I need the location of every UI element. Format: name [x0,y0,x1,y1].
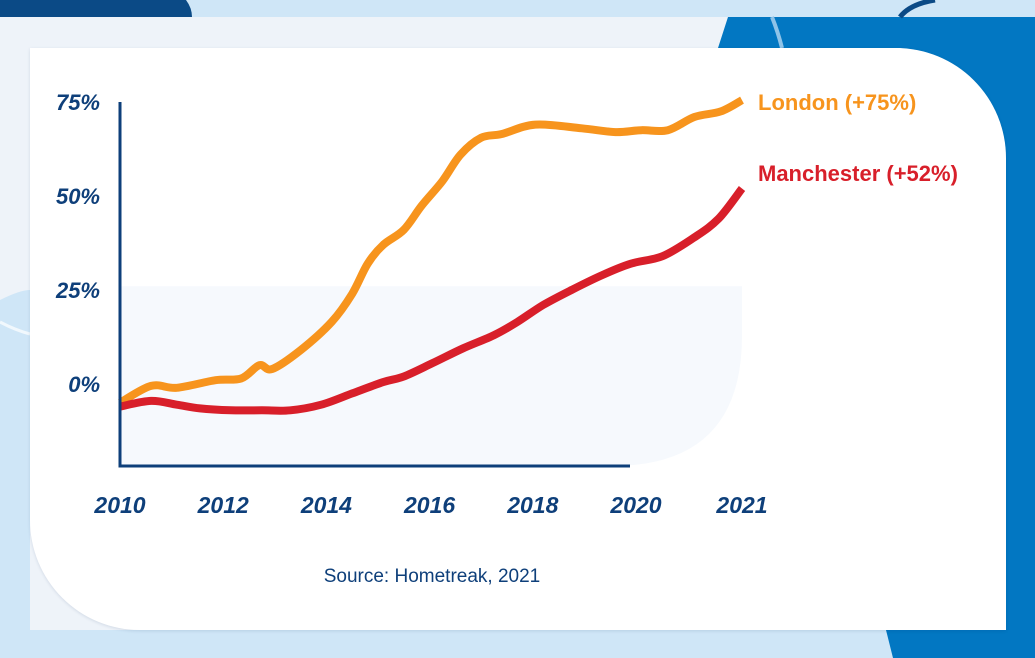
top-left-navy-shape [0,0,192,17]
x-tick-label: 2016 [403,492,455,518]
y-tick-label: 50% [56,184,100,209]
x-tick-label: 2012 [197,492,249,518]
source-note: Source: Hometreak, 2021 [324,566,541,587]
x-tick-label: 2018 [506,492,558,518]
x-tick-label: 2010 [93,492,145,518]
series-line-london [117,96,744,407]
y-tick-label: 0% [68,372,100,397]
left-light-shape [0,290,30,658]
legend: London (+75%) Manchester (+52%) [758,90,958,186]
legend-label-london: London (+75%) [758,90,916,115]
x-tick-labels: 2010 2012 2014 2016 2018 2020 2021 [93,492,767,518]
right-blue-shape [718,17,1035,658]
left-curve-line [0,320,31,336]
plot-shaded-area [120,286,742,466]
x-tick-label: 2020 [609,492,661,518]
y-tick-labels: 75% 50% 25% 0% [55,90,100,397]
y-tick-label: 25% [55,278,100,303]
top-right-navy-curve [898,0,936,19]
series-layer [117,96,746,415]
legend-label-manchester: Manchester (+52%) [758,161,958,186]
x-tick-label: 2014 [300,492,352,518]
right-curve-line [770,16,784,49]
x-tick-label: 2021 [715,492,767,518]
series-line-manchester [119,186,746,415]
y-tick-label: 75% [56,90,100,115]
top-band [0,0,1035,17]
bottom-light-band [0,630,1035,658]
